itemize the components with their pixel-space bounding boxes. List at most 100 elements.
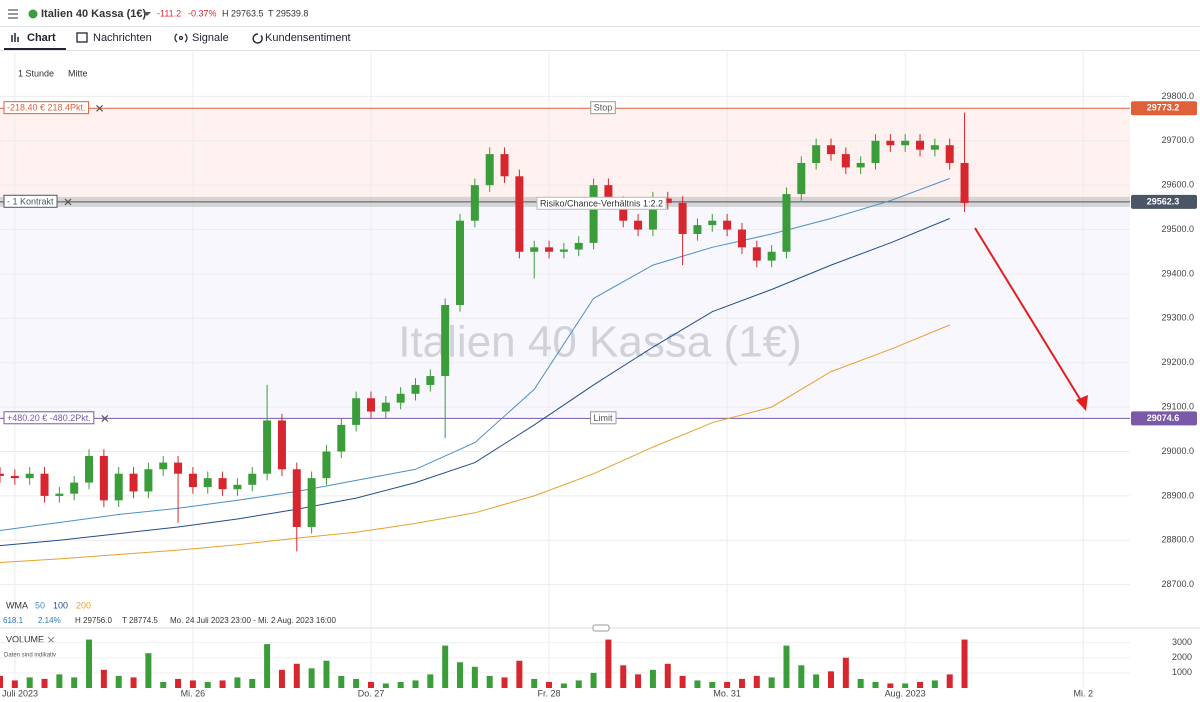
volume-bar [635, 674, 642, 688]
candle-body [144, 469, 153, 492]
candle-body [233, 484, 242, 490]
tab-chart-icon [11, 33, 19, 42]
x-tick-label: Fr. 28 [538, 688, 561, 698]
volume-bar [457, 662, 464, 688]
candle-body [263, 420, 272, 474]
y-tick-label: 29100.0 [1161, 401, 1194, 411]
y-tick-label: 28800.0 [1161, 535, 1194, 545]
candle-body [841, 154, 850, 168]
candle-body [737, 229, 746, 248]
volume-bar [531, 678, 538, 688]
candle-body [55, 493, 64, 496]
volume-bar [501, 677, 508, 688]
candle-body [470, 185, 479, 221]
x-tick-label: Aug. 2023 [885, 688, 926, 698]
volume-bar [145, 653, 152, 688]
trend-arrow-head [1076, 395, 1088, 411]
volume-bar [278, 669, 285, 688]
volume-bar [26, 677, 33, 688]
stat: 618.1 [3, 616, 24, 625]
legend-entry: 200 [76, 600, 91, 610]
level-info-box [3, 411, 95, 425]
candle-body [782, 194, 791, 252]
volume-bar [516, 660, 523, 688]
volume-bar [813, 674, 820, 688]
candle-body [634, 220, 643, 230]
close-icon[interactable] [96, 104, 103, 112]
change-pct: -0.37% [188, 8, 217, 18]
level-value-box [1131, 411, 1197, 426]
timeframe[interactable]: 1 Stunde [18, 68, 54, 78]
volume-bar [917, 681, 924, 688]
candle-body [945, 145, 954, 163]
close-icon[interactable] [64, 198, 72, 206]
volume-bar [397, 681, 404, 688]
candle-body [99, 455, 108, 501]
level-value: 29074.6 [1147, 413, 1180, 423]
volume-bar [842, 657, 849, 688]
candle-body [545, 247, 554, 252]
volume-bar [71, 677, 78, 688]
stat: 2.14% [38, 616, 61, 625]
close-icon[interactable] [101, 414, 109, 422]
volume-bar [442, 645, 449, 688]
tab[interactable]: Kundensentiment [265, 32, 351, 44]
volume-bar [590, 672, 597, 688]
volume-bar [738, 678, 745, 688]
candle-body [797, 162, 806, 195]
reward-zone [0, 201, 1130, 419]
x-tick-label: Mo. 31 [713, 688, 741, 698]
level-name-box [589, 411, 617, 425]
candle-body [812, 145, 821, 163]
candle-body [648, 198, 657, 230]
tab-news-icon [76, 32, 88, 43]
volume-tick-label: 3000 [1172, 637, 1192, 647]
volume-bar [56, 674, 63, 688]
moving-average-line [0, 218, 950, 547]
volume-bar [694, 680, 701, 688]
volume-bar [11, 680, 18, 688]
legend-entry: 100 [53, 600, 68, 610]
volume-bar [857, 678, 864, 688]
candle-body [129, 473, 138, 492]
level-value: 29562.3 [1147, 196, 1180, 206]
moving-average-line [0, 178, 950, 531]
candle-body [456, 220, 465, 306]
tab[interactable]: Chart [27, 32, 56, 44]
y-tick-label: 28900.0 [1161, 490, 1194, 500]
watermark: Italien 40 Kassa (1€) [398, 318, 802, 367]
pane-handle[interactable] [592, 624, 610, 632]
instrument-name[interactable]: Italien 40 Kassa (1€) [41, 8, 147, 20]
y-tick-label: 29700.0 [1161, 135, 1194, 145]
tab[interactable]: Signale [192, 32, 229, 44]
close-icon[interactable] [47, 636, 55, 644]
menu-icon[interactable] [8, 9, 18, 19]
volume-bar [961, 639, 968, 688]
stat: H 29756.0 [75, 616, 112, 625]
volume-bar [338, 675, 345, 688]
volume-bar [189, 680, 196, 688]
level-name-box [590, 101, 616, 115]
volume-bar [204, 681, 211, 688]
candle-body [10, 475, 19, 479]
candle-body [916, 140, 925, 150]
level-info: - 1 Kontrakt [7, 196, 54, 206]
candle-body [40, 473, 49, 496]
candle-body [515, 176, 524, 252]
volume-bar [575, 680, 582, 688]
volume-bar [827, 671, 834, 688]
volume-bar [887, 683, 894, 688]
price-mode[interactable]: Mitte [68, 68, 88, 78]
chart: Italien 40 Kassa (1€) -218.40 € 218.4Pkt.… [0, 52, 1200, 698]
candle-body [530, 247, 539, 252]
dropdown-arrow[interactable] [143, 12, 151, 16]
candle-body [856, 162, 865, 168]
volume-bar [902, 683, 909, 688]
tab[interactable]: Nachrichten [93, 32, 152, 44]
candle-body [322, 451, 331, 479]
volume-bar [620, 665, 627, 688]
level-info: +480.20 € -480.2Pkt. [7, 413, 91, 423]
volume-tick-label: 1000 [1172, 667, 1192, 677]
candle-body [292, 469, 301, 527]
volume-label: VOLUME [6, 634, 44, 644]
